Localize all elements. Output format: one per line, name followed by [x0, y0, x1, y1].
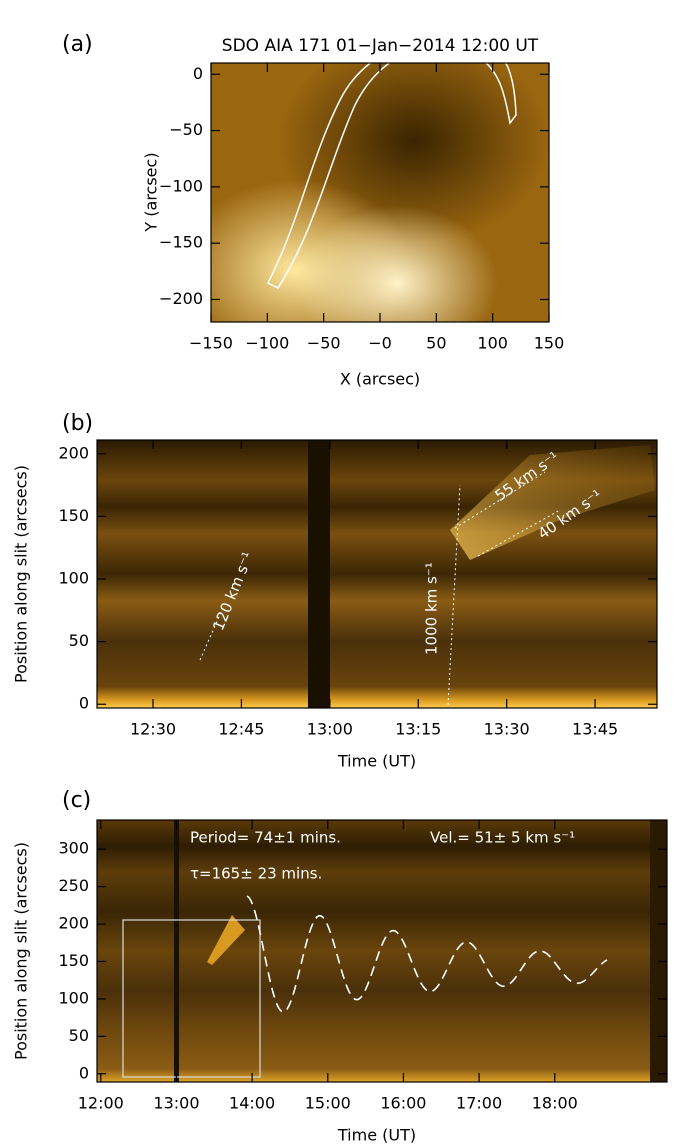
- annotation: 1000 km s⁻¹: [423, 562, 441, 655]
- x-tick-label: 16:00: [380, 1094, 426, 1113]
- speed-line: [477, 509, 561, 557]
- x-tick-label: 12:30: [130, 720, 176, 739]
- image-b-feature: [450, 445, 655, 560]
- x-tick-label: 12:00: [78, 1094, 124, 1113]
- x-tick-label: 17:00: [456, 1094, 502, 1113]
- y-tick-label: 100: [58, 569, 89, 588]
- x-tick-label: 13:30: [484, 720, 530, 739]
- axes-frame: [96, 819, 668, 1083]
- x-tick-label: 13:45: [572, 720, 618, 739]
- annotation: Vel.= 51± 5 km s⁻¹: [430, 829, 575, 847]
- y-tick-label: −200: [159, 289, 203, 308]
- y-tick-label: −150: [159, 233, 203, 252]
- y-tick-label: 100: [58, 988, 89, 1007]
- annotation: τ=165± 23 mins.: [190, 865, 322, 883]
- image-a-bright: [211, 63, 549, 322]
- y-tick-label: 150: [58, 506, 89, 525]
- y-tick-label: 250: [58, 876, 89, 895]
- x-tick-label: 15:00: [305, 1094, 351, 1113]
- image-b-gap: [308, 440, 330, 708]
- x-tick-label: −100: [245, 334, 289, 353]
- panel-title: SDO AIA 171 01−Jan−2014 12:00 UT: [222, 36, 539, 56]
- x-tick-label: 18:00: [532, 1094, 578, 1113]
- y-axis-label: Y (arcsec): [142, 152, 161, 232]
- y-tick-label: 200: [58, 914, 89, 933]
- x-tick-label: −50: [307, 334, 341, 353]
- x-tick-label: −150: [189, 334, 233, 353]
- backgrounds: [97, 37, 667, 1082]
- panel-label: (c): [62, 788, 91, 813]
- speed-line: [447, 484, 461, 706]
- y-tick-label: 0: [193, 64, 203, 83]
- x-tick-label: 13:00: [153, 1094, 199, 1113]
- x-tick-label: 12:45: [218, 720, 264, 739]
- image-c-gap: [174, 820, 179, 1082]
- y-tick-label: 50: [69, 631, 89, 650]
- x-tick-label: −0: [368, 334, 392, 353]
- x-tick-label: 14:00: [229, 1094, 275, 1113]
- x-axis-label: Time (UT): [337, 752, 416, 771]
- y-tick-label: −50: [169, 120, 203, 139]
- zoom-box: [122, 919, 261, 1078]
- image-c-feature: [207, 915, 245, 965]
- y-axis-label: Position along slit (arcsecs): [12, 465, 31, 683]
- x-axis-label: Time (UT): [337, 1126, 416, 1145]
- image-c-edge: [650, 820, 667, 1082]
- x-tick-label: 13:15: [395, 720, 441, 739]
- x-tick-label: 150: [534, 334, 565, 353]
- axes-frame: [96, 439, 658, 709]
- x-tick-label: 13:00: [307, 720, 353, 739]
- panel-label: (a): [62, 32, 93, 57]
- y-tick-label: 150: [58, 951, 89, 970]
- y-tick-label: 300: [58, 839, 89, 858]
- y-tick-label: 200: [58, 443, 89, 462]
- annotation: Period= 74±1 mins.: [190, 829, 341, 847]
- y-tick-label: −100: [159, 176, 203, 195]
- y-axis-label: Position along slit (arcsecs): [12, 842, 31, 1060]
- x-axis-label: X (arcsec): [340, 370, 420, 389]
- fit-curve: [246, 895, 608, 1013]
- loop-contour: [266, 37, 517, 289]
- y-tick-label: 0: [79, 1063, 89, 1082]
- panel-label: (b): [62, 411, 93, 436]
- x-tick-label: 100: [477, 334, 508, 353]
- image-c: [97, 820, 667, 1082]
- x-tick-label: 50: [426, 334, 446, 353]
- y-tick-label: 0: [79, 694, 89, 713]
- speed-line: [199, 609, 223, 661]
- y-tick-label: 50: [69, 1026, 89, 1045]
